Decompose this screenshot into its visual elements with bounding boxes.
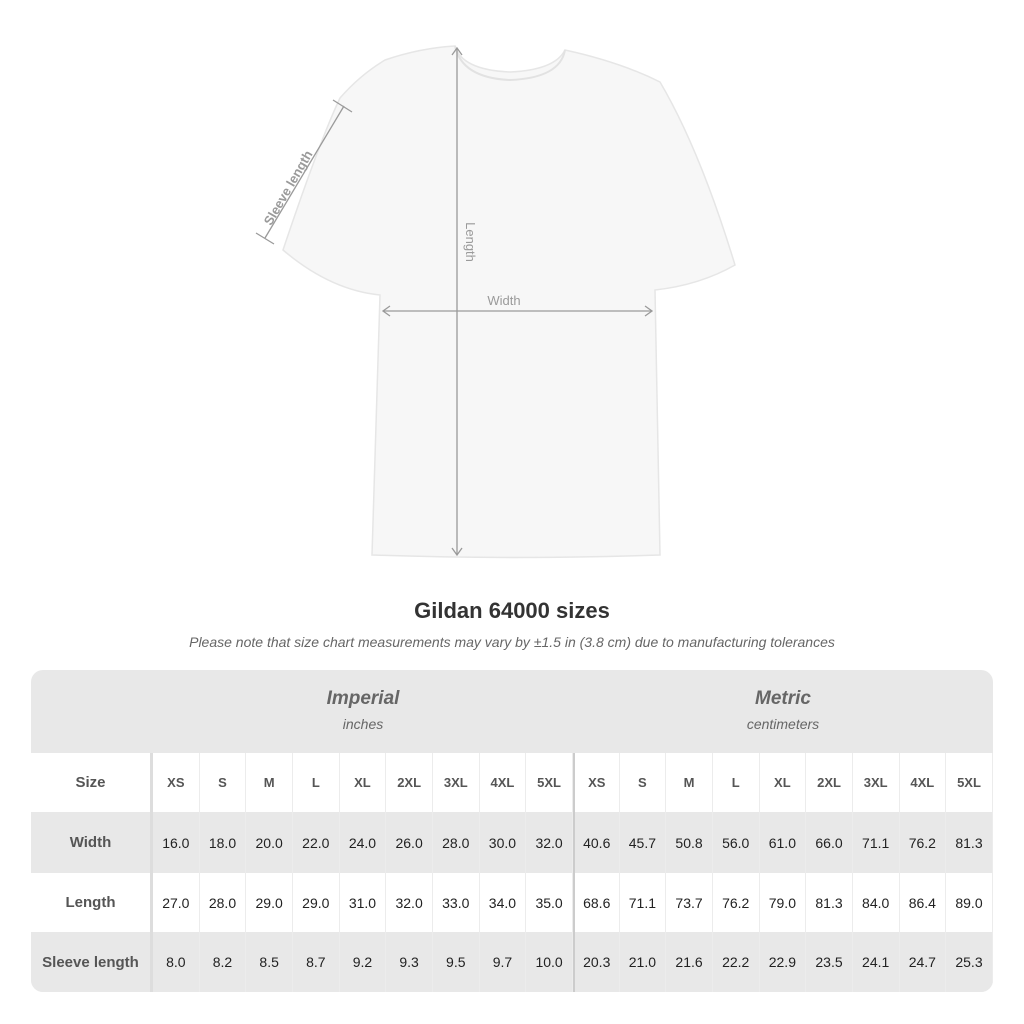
value-cell: 50.8 <box>666 812 713 873</box>
value-cell: 27.0 <box>153 873 200 932</box>
value-cell: 8.2 <box>200 932 247 992</box>
size-cell: M <box>246 753 293 812</box>
row-label: Sleeve length <box>31 932 153 992</box>
metric-header: Metric centimeters <box>573 670 993 753</box>
value-cell: 28.0 <box>433 812 480 873</box>
size-cell: 2XL <box>386 753 433 812</box>
value-cell: 8.0 <box>153 932 200 992</box>
value-cell: 9.7 <box>480 932 527 992</box>
size-cell: XL <box>760 753 807 812</box>
value-cell: 24.1 <box>853 932 900 992</box>
size-cell: 4XL <box>900 753 947 812</box>
tshirt-image <box>282 45 736 559</box>
row-label: Width <box>31 812 153 873</box>
imperial-title: Imperial <box>326 688 400 709</box>
value-cell: 66.0 <box>806 812 853 873</box>
size-cell: 5XL <box>526 753 573 812</box>
value-cell: 33.0 <box>433 873 480 932</box>
row-label: Size <box>31 753 153 812</box>
value-cell: 21.0 <box>620 932 667 992</box>
length-label: Length <box>463 222 478 262</box>
metric-unit: centimeters <box>746 716 820 732</box>
value-cell: 24.7 <box>900 932 947 992</box>
value-cell: 79.0 <box>760 873 807 932</box>
value-cell: 34.0 <box>480 873 527 932</box>
value-cell: 86.4 <box>900 873 947 932</box>
sleeve-arrow <box>264 105 345 239</box>
size-cell: XS <box>153 753 200 812</box>
value-cell: 23.5 <box>806 932 853 992</box>
value-cell: 8.5 <box>246 932 293 992</box>
value-cell: 31.0 <box>340 873 387 932</box>
value-cell: 9.2 <box>340 932 387 992</box>
value-cell: 20.3 <box>572 932 620 992</box>
value-cell: 81.3 <box>806 873 853 932</box>
value-cell: 32.0 <box>526 812 573 873</box>
tshirt-diagram: Sleeve length Length Width <box>255 45 736 559</box>
value-cell: 45.7 <box>620 812 667 873</box>
size-cell: S <box>200 753 247 812</box>
value-cell: 21.6 <box>666 932 713 992</box>
value-cell: 26.0 <box>386 812 433 873</box>
size-cell: 4XL <box>480 753 527 812</box>
width-label: Width <box>487 293 520 308</box>
table-row: Sleeve length 8.0 8.2 8.5 8.7 9.2 9.3 9.5 9.7 10.… <box>31 932 993 992</box>
size-table: Imperial inches Metric centimeters Size X… <box>31 670 993 992</box>
size-cell: 3XL <box>853 753 900 812</box>
value-cell: 9.3 <box>386 932 433 992</box>
value-cell: 20.0 <box>246 812 293 873</box>
value-cell: 76.2 <box>713 873 760 932</box>
value-cell: 32.0 <box>386 873 433 932</box>
value-cell: 18.0 <box>200 812 247 873</box>
value-cell: 89.0 <box>946 873 993 932</box>
value-cell: 22.0 <box>293 812 340 873</box>
value-cell: 28.0 <box>200 873 247 932</box>
size-cell: S <box>620 753 667 812</box>
size-cell: XS <box>572 753 620 812</box>
value-cell: 22.9 <box>760 932 807 992</box>
value-cell: 73.7 <box>666 873 713 932</box>
value-cell: 9.5 <box>433 932 480 992</box>
value-cell: 16.0 <box>153 812 200 873</box>
value-cell: 22.2 <box>713 932 760 992</box>
size-cell: 5XL <box>946 753 993 812</box>
value-cell: 35.0 <box>526 873 573 932</box>
value-cell: 71.1 <box>853 812 900 873</box>
value-cell: 40.6 <box>572 812 620 873</box>
tolerance-note: Please note that size chart measurements… <box>189 634 835 650</box>
size-header-row: Size XS S M L XL 2XL 3XL 4XL 5XL XS S M L XL 2XL 3XL 4XL 5… <box>31 753 993 812</box>
value-cell: 30.0 <box>480 812 527 873</box>
value-cell: 81.3 <box>946 812 993 873</box>
table-row: Width 16.0 18.0 20.0 22.0 24.0 26.0 28.0 30.0 32.… <box>31 812 993 873</box>
size-cell: M <box>666 753 713 812</box>
row-label: Length <box>31 873 153 932</box>
size-cell: XL <box>340 753 387 812</box>
imperial-unit: inches <box>342 716 384 732</box>
size-cell: 3XL <box>433 753 480 812</box>
chart-title: Gildan 64000 sizes <box>414 598 610 623</box>
value-cell: 76.2 <box>900 812 947 873</box>
value-cell: 10.0 <box>526 932 573 992</box>
measure-lines <box>255 46 654 557</box>
value-cell: 61.0 <box>760 812 807 873</box>
value-cell: 25.3 <box>946 932 993 992</box>
table-row: Length 27.0 28.0 29.0 29.0 31.0 32.0 33.0 34.0 35… <box>31 873 993 932</box>
value-cell: 29.0 <box>246 873 293 932</box>
value-cell: 24.0 <box>340 812 387 873</box>
value-cell: 29.0 <box>293 873 340 932</box>
value-cell: 71.1 <box>620 873 667 932</box>
size-cell: 2XL <box>806 753 853 812</box>
metric-title: Metric <box>755 688 811 709</box>
value-cell: 56.0 <box>713 812 760 873</box>
size-cell: L <box>293 753 340 812</box>
imperial-header: Imperial inches <box>153 670 573 753</box>
size-cell: L <box>713 753 760 812</box>
value-cell: 8.7 <box>293 932 340 992</box>
value-cell: 68.6 <box>572 873 620 932</box>
value-cell: 84.0 <box>853 873 900 932</box>
